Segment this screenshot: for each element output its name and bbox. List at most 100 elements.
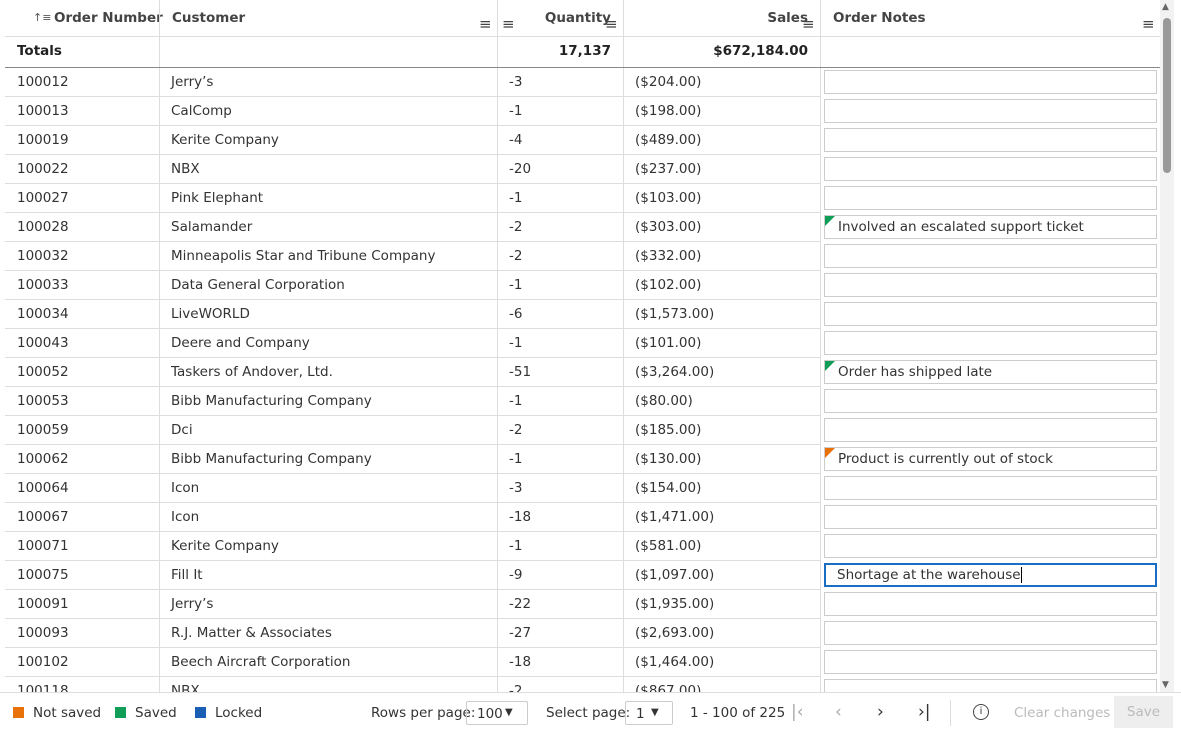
prev-page[interactable]: ‹ [835, 702, 842, 722]
cell-order: 100059 [17, 422, 69, 438]
select-arrow: ▼ [651, 707, 659, 718]
row-line [5, 531, 820, 532]
column-divider [623, 0, 624, 692]
legend-label: Saved [135, 705, 177, 721]
first-page[interactable]: |‹ [791, 702, 804, 722]
column-menu[interactable]: ≡ [1142, 15, 1155, 33]
page-range: 1 - 100 of 225 [690, 705, 786, 721]
cell-quantity: -2 [509, 422, 523, 438]
note-input[interactable] [824, 534, 1157, 558]
column-divider [497, 0, 498, 692]
scroll-up[interactable]: ▲ [1162, 2, 1169, 12]
sort-icon: ↑≡ [33, 11, 52, 24]
totals-label: Totals [17, 43, 62, 59]
cell-sales: ($198.00) [635, 103, 702, 119]
note-input[interactable] [824, 157, 1157, 181]
divider [950, 700, 951, 726]
cell-customer: Minneapolis Star and Tribune Company [171, 248, 436, 264]
cell-quantity: -18 [509, 654, 532, 670]
cell-order: 100019 [17, 132, 69, 148]
column-header[interactable]: Quantity [544, 10, 611, 26]
note-input[interactable] [824, 70, 1157, 94]
legend-label: Not saved [33, 705, 102, 721]
cell-customer: Beech Aircraft Corporation [171, 654, 351, 670]
note-input[interactable] [824, 650, 1157, 674]
cell-order: 100052 [17, 364, 69, 380]
cell-order: 100027 [17, 190, 69, 206]
note-input[interactable]: Shortage at the warehouse [824, 563, 1157, 587]
cell-order: 100033 [17, 277, 69, 293]
note-input[interactable] [824, 302, 1157, 326]
cell-order: 100118 [17, 683, 69, 692]
cell-sales: ($1,471.00) [635, 509, 715, 525]
column-header[interactable]: Sales [767, 10, 808, 26]
row-line [5, 502, 820, 503]
note-input[interactable] [824, 244, 1157, 268]
scroll-thumb[interactable] [1163, 18, 1171, 173]
info-icon[interactable]: i [973, 704, 989, 720]
cell-customer: Taskers of Andover, Ltd. [171, 364, 333, 380]
cell-quantity: -20 [509, 161, 532, 177]
note-input[interactable]: Involved an escalated support ticket [824, 215, 1157, 239]
legend-swatch [13, 707, 24, 718]
cell-quantity: -9 [509, 567, 523, 583]
cell-sales: ($489.00) [635, 132, 702, 148]
cell-quantity: -1 [509, 451, 523, 467]
note-input[interactable] [824, 186, 1157, 210]
note-input[interactable]: Product is currently out of stock [824, 447, 1157, 471]
note-text: Involved an escalated support ticket [838, 219, 1084, 235]
row-line [5, 125, 820, 126]
note-input[interactable]: Order has shipped late [824, 360, 1157, 384]
footer-divider [0, 692, 1181, 693]
note-input[interactable] [824, 331, 1157, 355]
cell-customer: Icon [171, 480, 200, 496]
cell-quantity: -3 [509, 74, 523, 90]
column-menu[interactable]: ≡ [802, 15, 815, 33]
row-line [5, 270, 820, 271]
scrollbar[interactable]: ▲ ▼ [1160, 0, 1174, 692]
cell-customer: NBX [171, 161, 200, 177]
note-input[interactable] [824, 128, 1157, 152]
cell-quantity: -1 [509, 277, 523, 293]
cell-quantity: -27 [509, 625, 532, 641]
cell-order: 100028 [17, 219, 69, 235]
column-menu[interactable]: ≡ [479, 15, 492, 33]
note-input[interactable] [824, 418, 1157, 442]
totals-line [5, 67, 1160, 68]
clear-button[interactable]: Clear changes [1014, 705, 1111, 721]
column-header[interactable]: Order Notes [833, 10, 926, 26]
scroll-down[interactable]: ▼ [1162, 680, 1169, 690]
note-input[interactable] [824, 505, 1157, 529]
column-menu[interactable]: ≡ [605, 15, 618, 33]
note-input[interactable] [824, 621, 1157, 645]
column-header[interactable]: Order Number [54, 10, 163, 26]
cell-customer: Fill It [171, 567, 203, 583]
row-line [5, 618, 820, 619]
last-page[interactable]: ›| [918, 702, 931, 722]
row-line [5, 473, 820, 474]
rows-per-page-select[interactable]: 100 ▼ [466, 701, 528, 725]
note-input[interactable] [824, 389, 1157, 413]
cell-quantity: -1 [509, 190, 523, 206]
next-page[interactable]: › [877, 702, 884, 722]
row-line [5, 154, 820, 155]
note-input[interactable] [824, 592, 1157, 616]
status-flag [825, 361, 835, 371]
note-input[interactable] [824, 99, 1157, 123]
row-line [5, 647, 820, 648]
column-header[interactable]: Customer [172, 10, 246, 26]
note-input[interactable] [824, 273, 1157, 297]
save-button[interactable]: Save [1114, 696, 1173, 728]
row-line [5, 676, 820, 677]
note-input[interactable] [824, 679, 1157, 692]
cell-customer: Jerry’s [171, 596, 214, 612]
cell-order: 100034 [17, 306, 69, 322]
totals-sales: $672,184.00 [713, 43, 808, 59]
page-select[interactable]: 1 ▼ [625, 701, 673, 725]
row-line [5, 444, 820, 445]
row-line [5, 241, 820, 242]
row-line [5, 386, 820, 387]
column-menu[interactable]: ≡ [502, 15, 515, 33]
note-input[interactable] [824, 476, 1157, 500]
cell-sales: ($80.00) [635, 393, 693, 409]
